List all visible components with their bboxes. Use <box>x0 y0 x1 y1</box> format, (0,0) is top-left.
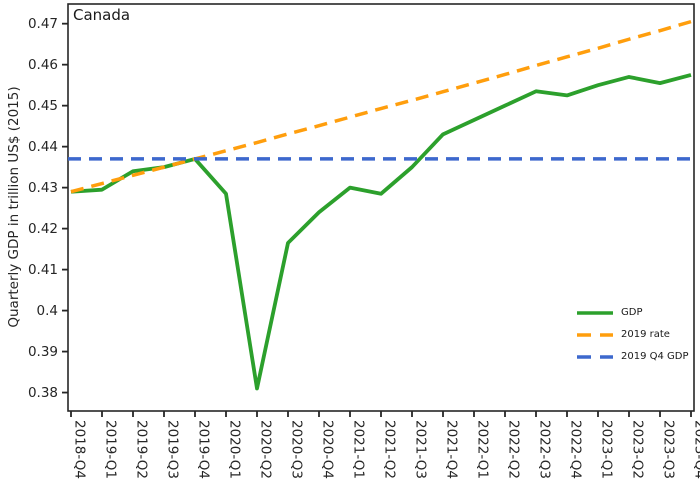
legend: GDP 2019 rate 2019 Q4 GDP <box>576 305 689 364</box>
y-tick-label: 0.44 <box>28 139 58 155</box>
legend-label: GDP <box>621 307 643 318</box>
x-tick-label: 2021-Q2 <box>382 420 398 479</box>
y-tick-label: 0.47 <box>28 16 58 32</box>
x-axis: 2018-Q4 2019-Q1 2019-Q2 2019-Q3 2019-Q4 2020-… <box>70 411 700 479</box>
2019-rate-line <box>70 19 692 194</box>
x-tick-label: 2022-Q1 <box>475 420 491 479</box>
q4-line-sample-icon <box>577 354 613 359</box>
x-tick-label: 2018-Q4 <box>72 420 88 479</box>
y-tick-label: 0.45 <box>28 98 58 114</box>
x-tick-label: 2023-Q3 <box>661 420 677 479</box>
x-tick-label: 2023-Q1 <box>599 420 615 479</box>
x-tick-label: 2022-Q3 <box>537 420 553 479</box>
x-tick-label: 2021-Q4 <box>444 420 460 479</box>
x-tick-label: 2020-Q4 <box>320 420 336 479</box>
y-tick-label: 0.39 <box>28 344 58 360</box>
x-tick-label: 2019-Q3 <box>165 420 181 479</box>
y-tick-label: 0.42 <box>28 221 58 237</box>
x-tick-label: 2022-Q2 <box>506 420 522 479</box>
legend-item-2019-q4-gdp: 2019 Q4 GDP <box>576 349 689 364</box>
x-tick-label: 2021-Q3 <box>413 420 429 479</box>
chart-title: Canada <box>73 6 131 24</box>
y-axis: 0.38 0.39 0.4 0.41 0.42 0.43 0.44 0.45 0.46 0.47 <box>28 16 68 401</box>
x-tick-label: 2023-Q2 <box>630 420 646 479</box>
x-tick-label: 2019-Q2 <box>134 420 150 479</box>
legend-label: 2019 rate <box>621 329 670 340</box>
x-tick-label: 2019-Q1 <box>103 420 119 479</box>
y-tick-label: 0.4 <box>37 303 58 319</box>
legend-label: 2019 Q4 GDP <box>621 351 689 362</box>
x-tick-label: 2021-Q1 <box>351 420 367 479</box>
x-tick-label: 2020-Q2 <box>258 420 274 479</box>
rate-line-sample-icon <box>577 332 613 337</box>
legend-item-gdp: GDP <box>576 305 689 320</box>
x-tick-label: 2020-Q1 <box>227 420 243 479</box>
x-tick-label: 2022-Q4 <box>568 420 584 479</box>
y-tick-label: 0.41 <box>28 262 58 278</box>
gdp-line-sample-icon <box>577 310 613 315</box>
legend-item-2019-rate: 2019 rate <box>576 327 689 342</box>
y-tick-label: 0.38 <box>28 385 58 401</box>
x-tick-label: 2020-Q3 <box>289 420 305 479</box>
x-tick-label: 2019-Q4 <box>196 420 212 479</box>
y-tick-label: 0.43 <box>28 180 58 196</box>
y-tick-label: 0.46 <box>28 57 58 73</box>
x-tick-label: 2023-Q4 <box>692 420 700 479</box>
